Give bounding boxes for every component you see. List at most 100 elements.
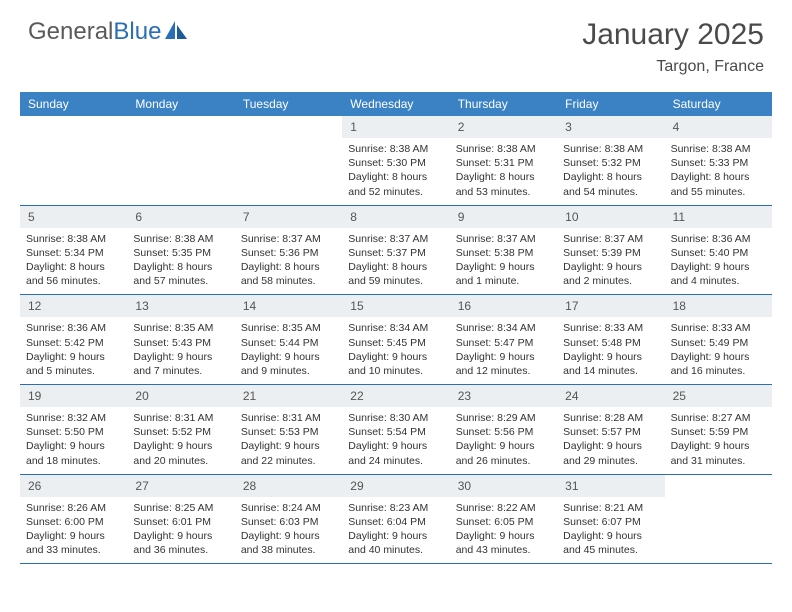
day-details: Sunrise: 8:37 AMSunset: 5:37 PMDaylight:… (342, 228, 449, 295)
calendar-cell: 29Sunrise: 8:23 AMSunset: 6:04 PMDayligh… (342, 475, 449, 564)
day-details: Sunrise: 8:35 AMSunset: 5:43 PMDaylight:… (127, 317, 234, 384)
calendar-cell: 15Sunrise: 8:34 AMSunset: 5:45 PMDayligh… (342, 295, 449, 384)
day-number: 24 (557, 385, 664, 407)
calendar-cell: 4Sunrise: 8:38 AMSunset: 5:33 PMDaylight… (665, 116, 772, 205)
day-number: 29 (342, 475, 449, 497)
day-details: Sunrise: 8:22 AMSunset: 6:05 PMDaylight:… (450, 497, 557, 564)
day-number: 1 (342, 116, 449, 138)
calendar-cell: 8Sunrise: 8:37 AMSunset: 5:37 PMDaylight… (342, 206, 449, 295)
day-details: Sunrise: 8:38 AMSunset: 5:34 PMDaylight:… (20, 228, 127, 295)
calendar-week: 26Sunrise: 8:26 AMSunset: 6:00 PMDayligh… (20, 475, 772, 565)
calendar-cell: 20Sunrise: 8:31 AMSunset: 5:52 PMDayligh… (127, 385, 234, 474)
calendar-cell: 31Sunrise: 8:21 AMSunset: 6:07 PMDayligh… (557, 475, 664, 564)
day-details: Sunrise: 8:34 AMSunset: 5:45 PMDaylight:… (342, 317, 449, 384)
day-number: 26 (20, 475, 127, 497)
calendar-cell: 26Sunrise: 8:26 AMSunset: 6:00 PMDayligh… (20, 475, 127, 564)
day-number: 8 (342, 206, 449, 228)
day-number: 30 (450, 475, 557, 497)
day-number: 7 (235, 206, 342, 228)
day-number: 5 (20, 206, 127, 228)
day-number: 6 (127, 206, 234, 228)
calendar-cell: 6Sunrise: 8:38 AMSunset: 5:35 PMDaylight… (127, 206, 234, 295)
calendar-cell: 22Sunrise: 8:30 AMSunset: 5:54 PMDayligh… (342, 385, 449, 474)
day-details: Sunrise: 8:38 AMSunset: 5:30 PMDaylight:… (342, 138, 449, 205)
calendar-cell: 5Sunrise: 8:38 AMSunset: 5:34 PMDaylight… (20, 206, 127, 295)
calendar-cell: 27Sunrise: 8:25 AMSunset: 6:01 PMDayligh… (127, 475, 234, 564)
day-header-tuesday: Tuesday (235, 92, 342, 116)
calendar-cell: 3Sunrise: 8:38 AMSunset: 5:32 PMDaylight… (557, 116, 664, 205)
calendar-cell: 18Sunrise: 8:33 AMSunset: 5:49 PMDayligh… (665, 295, 772, 384)
day-number: 19 (20, 385, 127, 407)
calendar-cell: 16Sunrise: 8:34 AMSunset: 5:47 PMDayligh… (450, 295, 557, 384)
day-details: Sunrise: 8:34 AMSunset: 5:47 PMDaylight:… (450, 317, 557, 384)
day-details: Sunrise: 8:33 AMSunset: 5:49 PMDaylight:… (665, 317, 772, 384)
day-header-row: Sunday Monday Tuesday Wednesday Thursday… (20, 92, 772, 116)
calendar-cell: 23Sunrise: 8:29 AMSunset: 5:56 PMDayligh… (450, 385, 557, 474)
calendar-cell: . (665, 475, 772, 564)
calendar-week: 5Sunrise: 8:38 AMSunset: 5:34 PMDaylight… (20, 206, 772, 296)
day-details: Sunrise: 8:38 AMSunset: 5:35 PMDaylight:… (127, 228, 234, 295)
day-number: 3 (557, 116, 664, 138)
day-details: Sunrise: 8:35 AMSunset: 5:44 PMDaylight:… (235, 317, 342, 384)
day-number: 9 (450, 206, 557, 228)
calendar-cell: 13Sunrise: 8:35 AMSunset: 5:43 PMDayligh… (127, 295, 234, 384)
weeks-container: ...1Sunrise: 8:38 AMSunset: 5:30 PMDayli… (20, 116, 772, 564)
day-header-wednesday: Wednesday (342, 92, 449, 116)
calendar-cell: 24Sunrise: 8:28 AMSunset: 5:57 PMDayligh… (557, 385, 664, 474)
day-details: Sunrise: 8:38 AMSunset: 5:31 PMDaylight:… (450, 138, 557, 205)
day-details: Sunrise: 8:31 AMSunset: 5:52 PMDaylight:… (127, 407, 234, 474)
day-details: Sunrise: 8:38 AMSunset: 5:33 PMDaylight:… (665, 138, 772, 205)
day-number: 21 (235, 385, 342, 407)
calendar-cell: . (20, 116, 127, 205)
calendar-cell: 10Sunrise: 8:37 AMSunset: 5:39 PMDayligh… (557, 206, 664, 295)
logo-text: GeneralBlue (28, 18, 161, 46)
calendar-week: ...1Sunrise: 8:38 AMSunset: 5:30 PMDayli… (20, 116, 772, 206)
day-number: 25 (665, 385, 772, 407)
location: Targon, France (582, 58, 764, 76)
day-number: 2 (450, 116, 557, 138)
day-number: 18 (665, 295, 772, 317)
day-number: 12 (20, 295, 127, 317)
day-number: 4 (665, 116, 772, 138)
day-details: Sunrise: 8:30 AMSunset: 5:54 PMDaylight:… (342, 407, 449, 474)
day-number: 13 (127, 295, 234, 317)
calendar-cell: 14Sunrise: 8:35 AMSunset: 5:44 PMDayligh… (235, 295, 342, 384)
day-details: Sunrise: 8:28 AMSunset: 5:57 PMDaylight:… (557, 407, 664, 474)
day-details: Sunrise: 8:24 AMSunset: 6:03 PMDaylight:… (235, 497, 342, 564)
day-details: Sunrise: 8:36 AMSunset: 5:42 PMDaylight:… (20, 317, 127, 384)
day-details: Sunrise: 8:26 AMSunset: 6:00 PMDaylight:… (20, 497, 127, 564)
day-details: Sunrise: 8:21 AMSunset: 6:07 PMDaylight:… (557, 497, 664, 564)
day-details: Sunrise: 8:38 AMSunset: 5:32 PMDaylight:… (557, 138, 664, 205)
title-block: January 2025 Targon, France (582, 18, 764, 76)
day-number: 31 (557, 475, 664, 497)
day-header-monday: Monday (127, 92, 234, 116)
day-details: Sunrise: 8:23 AMSunset: 6:04 PMDaylight:… (342, 497, 449, 564)
logo-text-part2: Blue (113, 18, 161, 45)
day-number: 10 (557, 206, 664, 228)
day-details: Sunrise: 8:36 AMSunset: 5:40 PMDaylight:… (665, 228, 772, 295)
day-number: 27 (127, 475, 234, 497)
day-details: Sunrise: 8:33 AMSunset: 5:48 PMDaylight:… (557, 317, 664, 384)
day-header-thursday: Thursday (450, 92, 557, 116)
day-number: 14 (235, 295, 342, 317)
calendar-cell: 2Sunrise: 8:38 AMSunset: 5:31 PMDaylight… (450, 116, 557, 205)
day-details: Sunrise: 8:29 AMSunset: 5:56 PMDaylight:… (450, 407, 557, 474)
logo-text-part1: General (28, 18, 113, 45)
calendar-cell: 7Sunrise: 8:37 AMSunset: 5:36 PMDaylight… (235, 206, 342, 295)
calendar-cell: . (235, 116, 342, 205)
calendar-cell: 11Sunrise: 8:36 AMSunset: 5:40 PMDayligh… (665, 206, 772, 295)
month-title: January 2025 (582, 18, 764, 52)
day-number: 16 (450, 295, 557, 317)
header: GeneralBlue January 2025 Targon, France (0, 0, 792, 84)
day-details: Sunrise: 8:37 AMSunset: 5:39 PMDaylight:… (557, 228, 664, 295)
day-details: Sunrise: 8:37 AMSunset: 5:38 PMDaylight:… (450, 228, 557, 295)
day-details: Sunrise: 8:32 AMSunset: 5:50 PMDaylight:… (20, 407, 127, 474)
calendar-cell: 17Sunrise: 8:33 AMSunset: 5:48 PMDayligh… (557, 295, 664, 384)
day-details: Sunrise: 8:37 AMSunset: 5:36 PMDaylight:… (235, 228, 342, 295)
day-number: 23 (450, 385, 557, 407)
calendar-cell: 1Sunrise: 8:38 AMSunset: 5:30 PMDaylight… (342, 116, 449, 205)
day-number: 11 (665, 206, 772, 228)
calendar-cell: 12Sunrise: 8:36 AMSunset: 5:42 PMDayligh… (20, 295, 127, 384)
calendar-cell: 30Sunrise: 8:22 AMSunset: 6:05 PMDayligh… (450, 475, 557, 564)
calendar-week: 19Sunrise: 8:32 AMSunset: 5:50 PMDayligh… (20, 385, 772, 475)
